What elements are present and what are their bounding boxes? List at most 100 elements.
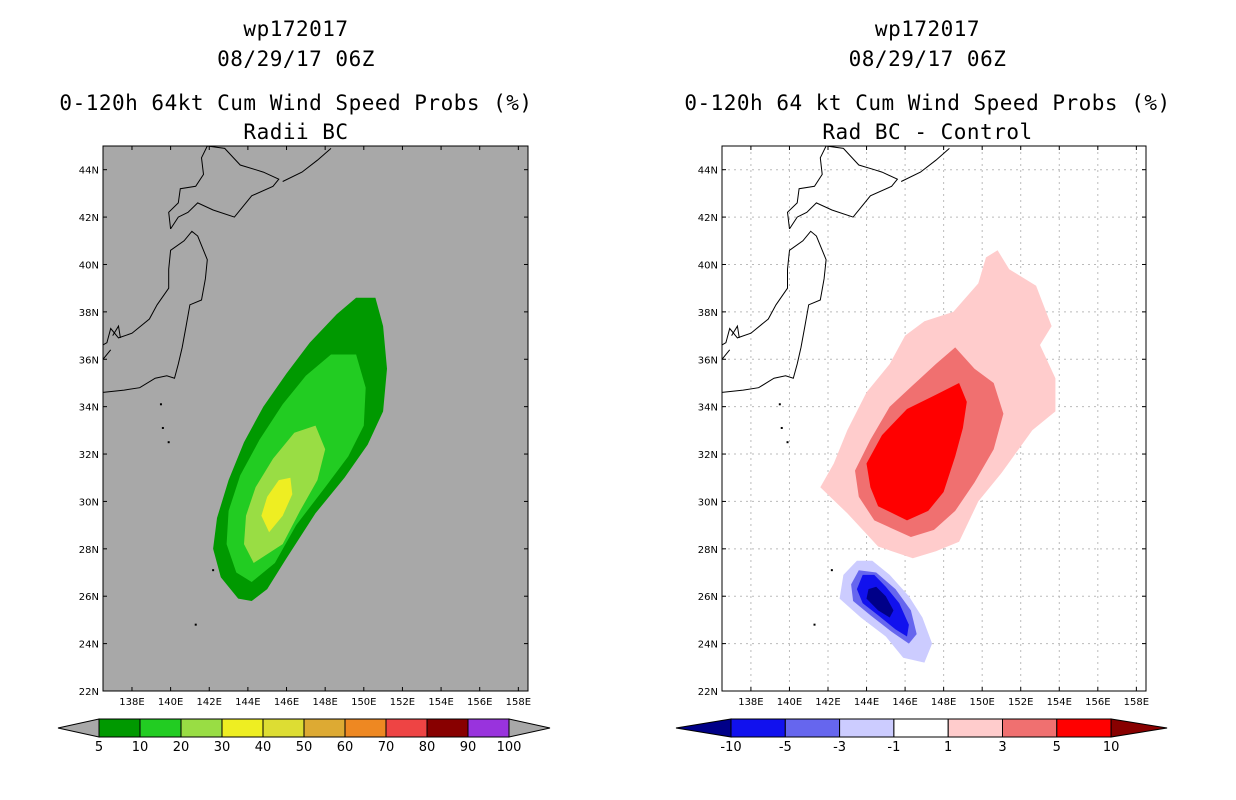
- colorbar-left-box: [303, 718, 346, 738]
- left-x-tick-label: 156E: [467, 697, 492, 708]
- left-x-tick-label: 158E: [506, 697, 531, 708]
- right-island: [830, 569, 833, 572]
- right-contour-level-neg10: [866, 586, 894, 618]
- left-y-tick-label: 24N: [79, 640, 99, 651]
- colorbar-left-under-arrow: [57, 718, 100, 738]
- left-map-frame: [102, 145, 529, 692]
- colorbar-left-label: 70: [378, 740, 395, 755]
- right-x-tick-label: 154E: [1047, 697, 1072, 708]
- left-y-tick-label: 22N: [79, 687, 99, 698]
- left-x-tick-label: 148E: [312, 697, 337, 708]
- left-contour-level-30: [261, 477, 293, 533]
- right-y-tick-label: 40N: [698, 260, 718, 271]
- colorbar-right-label: 3: [998, 740, 1006, 755]
- left-y-tick-label: 28N: [79, 545, 99, 556]
- colorbar-left-label: 5: [95, 740, 103, 755]
- colorbar-right-box: [784, 718, 841, 738]
- colorbar-left-box: [221, 718, 264, 738]
- right-island: [780, 426, 783, 429]
- colorbar-left-box: [385, 718, 428, 738]
- right-x-tick-label: 140E: [777, 697, 802, 708]
- left-y-tick-label: 44N: [79, 166, 99, 177]
- left-x-tick-label: 142E: [197, 697, 222, 708]
- colorbar-right-box: [1002, 718, 1058, 738]
- colorbar-left-label: 100: [497, 740, 522, 755]
- colorbar-left-label: 60: [337, 740, 354, 755]
- colorbar-right-label: -3: [833, 740, 846, 755]
- left-y-tick-label: 26N: [79, 592, 99, 603]
- left-title-subtitle: Radii BC: [243, 120, 349, 144]
- colorbar-left-box: [262, 718, 305, 738]
- left-y-tick-label: 34N: [79, 403, 99, 414]
- right-coastline: [722, 349, 731, 360]
- colorbar-right-box: [839, 718, 895, 738]
- colorbar-left-label: 30: [214, 740, 231, 755]
- colorbar-left-label: 50: [296, 740, 313, 755]
- colorbar-left-label: 20: [173, 740, 190, 755]
- right-y-tick-label: 36N: [698, 355, 718, 366]
- left-coastline: [168, 146, 280, 230]
- colorbar-left-label: 40: [255, 740, 272, 755]
- left-y-tick-label: 36N: [79, 355, 99, 366]
- right-x-tick-label: 144E: [854, 697, 879, 708]
- colorbar-right-label: -10: [720, 740, 741, 755]
- left-y-tick-label: 42N: [79, 213, 99, 224]
- colorbar-left-box: [344, 718, 387, 738]
- right-colorbar: -10 -5 -3 -1 1 3 5 10: [675, 718, 1168, 755]
- colorbar-right-box: [893, 718, 949, 738]
- right-contour-level-5: [866, 383, 967, 521]
- colorbar-right-label: 1: [944, 740, 952, 755]
- left-y-tick-label: 32N: [79, 450, 99, 461]
- colorbar-right-box: [730, 718, 786, 738]
- right-coastline: [722, 230, 827, 393]
- right-y-tick-label: 38N: [698, 308, 718, 319]
- right-y-tick-label: 32N: [698, 450, 718, 461]
- right-y-tick-label: 24N: [698, 640, 718, 651]
- left-coastline: [103, 349, 112, 360]
- left-island: [161, 426, 164, 429]
- colorbar-right-label: 10: [1103, 740, 1120, 755]
- right-y-tick-label: 42N: [698, 213, 718, 224]
- right-coastline: [731, 324, 740, 338]
- left-y-tick-label: 30N: [79, 497, 99, 508]
- left-x-tick-label: 138E: [119, 697, 144, 708]
- right-x-tick-label: 138E: [738, 697, 763, 708]
- colorbar-left-box: [98, 718, 141, 738]
- left-coastline: [282, 148, 332, 182]
- right-y-tick-label: 22N: [698, 687, 718, 698]
- right-map-content: [722, 146, 1146, 691]
- right-x-tick-label: 158E: [1124, 697, 1149, 708]
- left-x-tick-label: 144E: [235, 697, 260, 708]
- right-y-tick-label: 44N: [698, 166, 718, 177]
- left-map-content: [103, 146, 387, 626]
- left-island: [194, 623, 197, 626]
- left-coastline: [103, 230, 208, 393]
- colorbar-right-label: 5: [1053, 740, 1061, 755]
- right-island: [813, 623, 816, 626]
- right-coastline: [900, 148, 950, 182]
- colorbar-left-box: [180, 718, 223, 738]
- right-map-frame: [721, 145, 1147, 692]
- left-island: [212, 569, 215, 572]
- right-title-storm-id: wp172017: [874, 17, 981, 41]
- left-x-tick-label: 140E: [158, 697, 183, 708]
- colorbar-right-box: [947, 718, 1004, 738]
- left-title-datetime: 08/29/17 06Z: [217, 47, 375, 71]
- right-x-tick-label: 146E: [892, 697, 917, 708]
- left-x-tick-label: 146E: [274, 697, 299, 708]
- right-x-tick-label: 152E: [1008, 697, 1033, 708]
- right-coastline: [786, 146, 899, 230]
- left-x-tick-label: 152E: [390, 697, 415, 708]
- right-x-tick-label: 142E: [815, 697, 840, 708]
- left-y-tick-label: 38N: [79, 308, 99, 319]
- left-title-product: 0-120h 64kt Cum Wind Speed Probs (%): [59, 91, 533, 115]
- colorbar-left-box: [139, 718, 182, 738]
- left-coastline: [112, 324, 121, 338]
- colorbar-left-box: [467, 718, 510, 738]
- right-x-tick-label: 150E: [969, 697, 994, 708]
- right-x-tick-label: 148E: [931, 697, 956, 708]
- left-colorbar: 5 10 20 30 40 50 60 70 80 90 100: [57, 718, 551, 755]
- colorbar-left-label: 90: [460, 740, 477, 755]
- colorbar-left-label: 10: [132, 740, 149, 755]
